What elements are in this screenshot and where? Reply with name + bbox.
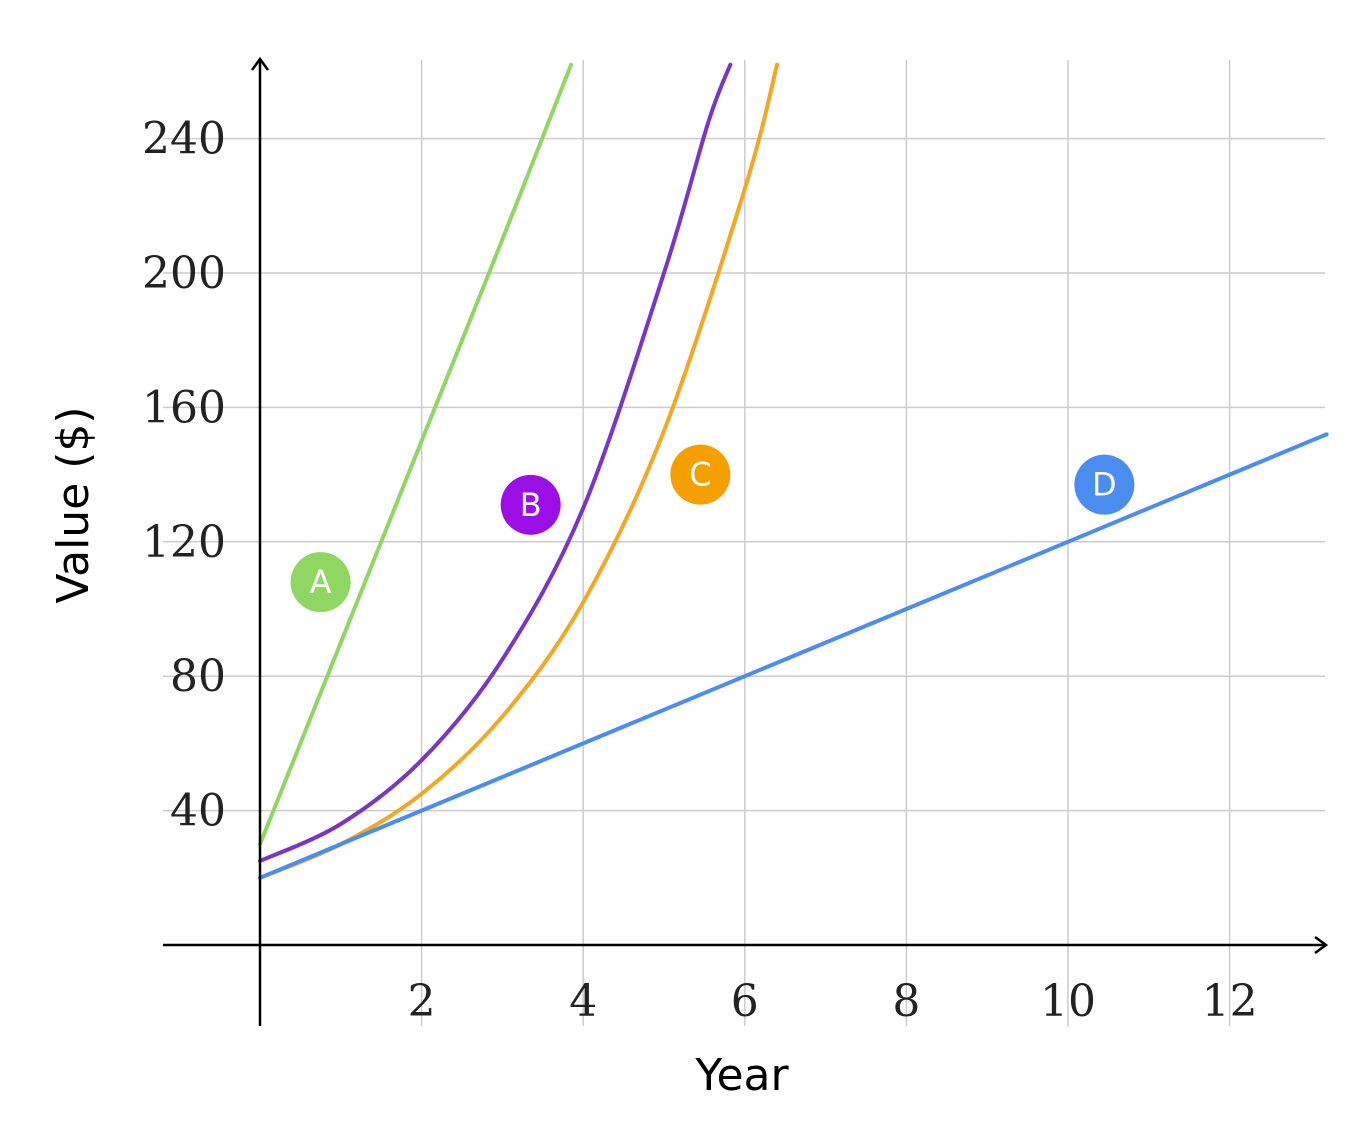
x-axis-title: Year xyxy=(694,1050,789,1101)
series-line-d xyxy=(258,432,1329,880)
x-tick-label-10: 10 xyxy=(1040,976,1096,1027)
y-axis-title: Value ($) xyxy=(48,406,99,603)
y-tick-label-40: 40 xyxy=(170,786,226,837)
x-tick-label-8: 8 xyxy=(892,976,920,1027)
series-badge-circle-d xyxy=(1074,454,1135,515)
series-badge-a: A xyxy=(290,552,351,613)
series-badge-label-c: C xyxy=(689,456,711,494)
axes xyxy=(163,56,1329,1026)
x-tick-label-6: 6 xyxy=(731,976,759,1027)
series-badge-c: C xyxy=(670,444,731,505)
y-tick-labels: 40 80 120 160 200 240 xyxy=(142,114,226,837)
x-tick-label-2: 2 xyxy=(408,976,436,1027)
series-badge-circle-c xyxy=(670,444,731,505)
x-tick-labels: 2 4 6 8 10 12 xyxy=(408,976,1258,1027)
vertical-grid-lines xyxy=(420,60,1231,1026)
series-badge-label-d: D xyxy=(1092,466,1117,504)
y-tick-label-200: 200 xyxy=(142,248,226,299)
series-line-a xyxy=(258,62,574,847)
y-tick-label-160: 160 xyxy=(142,382,226,433)
series-badge-d: D xyxy=(1074,454,1135,515)
series-line-c xyxy=(258,62,780,880)
x-tick-label-4: 4 xyxy=(569,976,597,1027)
x-tick-label-12: 12 xyxy=(1202,976,1258,1027)
y-tick-label-120: 120 xyxy=(142,517,226,568)
x-axis-arrow xyxy=(1314,935,1329,955)
series-lines xyxy=(258,62,1329,880)
y-tick-label-240: 240 xyxy=(142,114,226,165)
series-badges: A B C D xyxy=(290,444,1135,613)
series-line-b xyxy=(258,62,733,863)
y-tick-label-80: 80 xyxy=(170,651,226,702)
series-badge-label-b: B xyxy=(520,486,542,524)
series-badge-circle-a xyxy=(290,552,351,613)
y-axis-arrow xyxy=(250,56,270,71)
series-badge-circle-b xyxy=(500,474,561,535)
series-badge-label-a: A xyxy=(310,563,332,601)
horizontal-grid-lines xyxy=(163,137,1325,812)
series-badge-b: B xyxy=(500,474,561,535)
